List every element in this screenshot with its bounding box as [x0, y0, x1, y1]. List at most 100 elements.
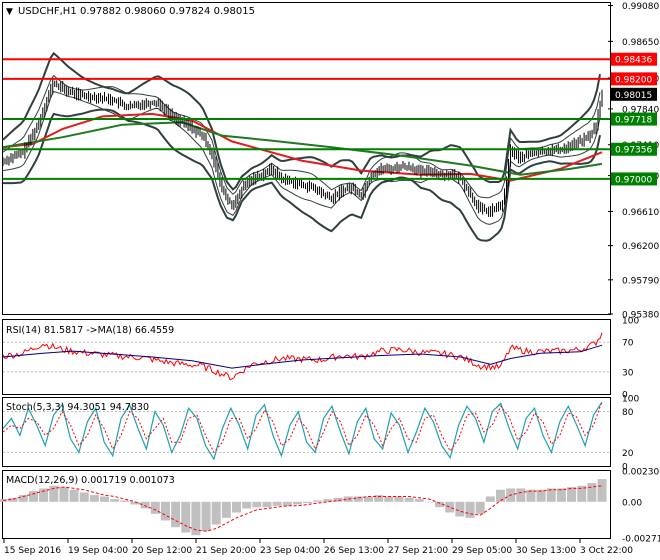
- macd-ytick-label: -0.00271: [622, 535, 660, 545]
- macd-histogram-bar: [39, 488, 49, 502]
- macd-histogram-bar: [79, 492, 89, 502]
- macd-histogram-bar: [313, 500, 323, 502]
- stoch-plot: [2, 401, 610, 461]
- macd-histogram-bar: [556, 488, 566, 502]
- support-level-tag: [611, 112, 657, 126]
- macd-histogram-bar: [546, 488, 556, 502]
- macd-histogram-bar: [475, 501, 485, 514]
- ohlc-values: 0.97882 0.98060 0.97824 0.98015: [80, 6, 255, 17]
- rsi-label: RSI(14) 81.5817 ->MA(18) 66.4559: [6, 325, 174, 336]
- macd-histogram-bar: [221, 501, 231, 518]
- stoch-main-line: [2, 401, 603, 461]
- macd-histogram-bar: [343, 496, 353, 502]
- macd-histogram-bar: [404, 497, 414, 502]
- macd-histogram-bar: [191, 501, 201, 536]
- xtick-label: 20 Sep 12:00: [132, 546, 192, 556]
- macd-histogram-bar: [414, 499, 424, 502]
- inner-lower-band-line: [2, 91, 601, 225]
- macd-histogram-bar: [272, 501, 282, 506]
- rsi-panel-frame: [2, 319, 611, 395]
- price-ytick-label: 0.97840: [622, 105, 659, 115]
- support-level-label: 0.97718: [615, 116, 652, 126]
- stoch-ytick-label: 0: [622, 463, 628, 473]
- price-ytick-label: 0.95380: [622, 311, 659, 321]
- resistance-level-label: 0.98200: [615, 75, 652, 85]
- macd-histogram-bar: [171, 501, 181, 528]
- price-ytick-label: 0.99080: [622, 2, 659, 12]
- macd-histogram-bar: [150, 501, 160, 514]
- xtick-label: 3 Oct 22:00: [580, 546, 633, 556]
- macd-histogram-bar: [252, 501, 262, 508]
- macd-histogram-bar: [211, 501, 221, 525]
- macd-histogram-bar: [201, 501, 211, 532]
- resistance-level-label: 0.98436: [615, 56, 652, 66]
- macd-histogram-bar: [567, 487, 577, 502]
- collapse-arrow-icon[interactable]: ▼: [6, 7, 13, 17]
- macd-histogram-bar: [181, 501, 191, 533]
- stoch-label: Stoch(5,3,3) 94.3051 94.7830: [6, 402, 149, 413]
- macd-histogram-bar: [130, 501, 140, 505]
- macd-histogram-bar: [323, 499, 333, 502]
- xtick-label: 23 Sep 04:00: [260, 546, 320, 556]
- macd-histogram-bar: [384, 496, 394, 502]
- rsi-ma-line: [2, 344, 603, 369]
- current-price-label: 0.98015: [615, 91, 652, 101]
- macd-histogram-bar: [232, 501, 242, 513]
- macd-histogram-bar: [120, 500, 130, 502]
- macd-histogram-bar: [394, 496, 404, 502]
- macd-histogram-bar: [100, 496, 110, 502]
- rsi-plot: [2, 332, 610, 381]
- inner-upper-band-line: [2, 74, 601, 199]
- macd-histogram-bar: [597, 479, 607, 502]
- macd-histogram-bar: [495, 489, 505, 502]
- macd-histogram-bar: [526, 489, 536, 502]
- xtick-label: 26 Sep 13:00: [324, 546, 384, 556]
- xtick-label: 27 Sep 21:00: [388, 546, 448, 556]
- stoch-ytick-label: 100: [622, 395, 639, 405]
- current-price-tag: [611, 87, 657, 101]
- macd-histogram-bar: [363, 496, 374, 502]
- lower-band-line: [3, 108, 601, 242]
- resistance-level-tag: [611, 52, 657, 66]
- price-ytick-label: 0.96200: [622, 242, 659, 252]
- macd-histogram-bar: [8, 497, 18, 502]
- macd-histogram-bar: [28, 491, 38, 502]
- macd-histogram-bar: [333, 497, 343, 502]
- macd-histogram-bar: [577, 485, 587, 502]
- macd-histogram-bar: [242, 501, 252, 509]
- macd-histogram-bar: [465, 501, 475, 518]
- macd-histogram-bar: [424, 501, 434, 503]
- macd-histogram-bar: [292, 501, 302, 505]
- xtick-label: 21 Sep 20:00: [196, 546, 256, 556]
- macd-histogram-bar: [49, 485, 59, 502]
- xtick-label: 15 Sep 2016: [4, 546, 61, 556]
- macd-histogram-bar: [435, 501, 445, 508]
- rsi-ytick-label: 30: [622, 368, 634, 378]
- macd-histogram-bar: [282, 501, 292, 506]
- macd-histogram-bar: [69, 489, 79, 502]
- rsi-ytick-label: 0: [622, 391, 628, 401]
- macd-histogram-bar: [303, 501, 313, 504]
- stoch-panel-frame: [2, 397, 611, 467]
- stoch-ytick-label: 20: [622, 449, 634, 459]
- support-level-label: 0.97000: [615, 175, 652, 185]
- macd-histogram-bar: [160, 501, 170, 521]
- macd-ytick-label: 0.00: [622, 498, 642, 508]
- price-ytick-label: 0.98650: [622, 38, 659, 48]
- macd-plot: [0, 479, 607, 536]
- price-panel-frame: [2, 2, 611, 315]
- rsi-ytick-label: 70: [622, 339, 634, 349]
- macd-histogram-bar: [374, 495, 384, 502]
- macd-histogram-bar: [536, 489, 546, 502]
- stoch-ytick-label: 80: [622, 408, 634, 418]
- price-plot: [2, 51, 610, 242]
- macd-histogram-bar: [140, 501, 150, 509]
- macd-histogram-bar: [262, 501, 272, 508]
- macd-ytick-label: 0.002306: [622, 468, 660, 478]
- macd-histogram-bar: [587, 483, 597, 502]
- support-level-label: 0.97356: [615, 146, 652, 156]
- macd-histogram-bar: [455, 501, 465, 517]
- price-ytick-label: 0.96610: [622, 208, 659, 218]
- macd-histogram-bar: [18, 495, 28, 502]
